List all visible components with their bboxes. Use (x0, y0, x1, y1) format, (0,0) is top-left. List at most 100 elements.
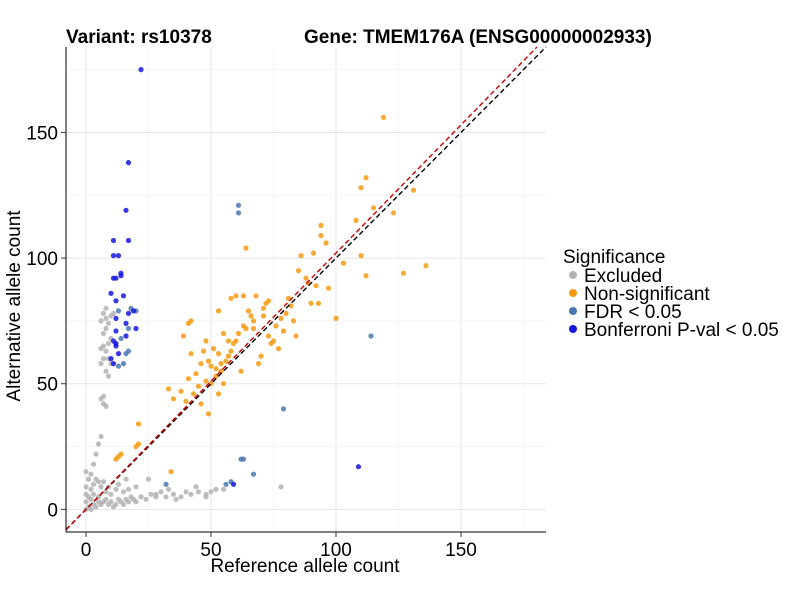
point-excluded (173, 497, 178, 502)
point-excluded (98, 484, 103, 489)
point-excluded (146, 477, 151, 482)
point-non-significant (268, 341, 273, 346)
point-non-significant (308, 301, 313, 306)
point-excluded (133, 499, 138, 504)
point-excluded (103, 306, 108, 311)
point-fdr-0-05 (116, 308, 121, 313)
y-axis-title: Alternative allele count (4, 210, 25, 402)
point-excluded (103, 349, 108, 354)
point-excluded (126, 499, 131, 504)
point-excluded (103, 326, 108, 331)
point-bonferroni-p-val-0-05 (131, 308, 136, 313)
point-excluded (121, 489, 126, 494)
point-non-significant (183, 399, 188, 404)
point-non-significant (171, 396, 176, 401)
point-non-significant (211, 346, 216, 351)
scatter-plot: Variant: rs10378 Gene: TMEM176A (ENSG000… (0, 0, 800, 600)
point-bonferroni-p-val-0-05 (113, 328, 118, 333)
point-non-significant (216, 391, 221, 396)
point-bonferroni-p-val-0-05 (108, 356, 113, 361)
point-bonferroni-p-val-0-05 (111, 253, 116, 258)
point-non-significant (168, 469, 173, 474)
point-excluded (98, 318, 103, 323)
point-bonferroni-p-val-0-05 (111, 361, 116, 366)
point-non-significant (316, 301, 321, 306)
point-excluded (106, 341, 111, 346)
point-non-significant (206, 411, 211, 416)
point-excluded (178, 494, 183, 499)
point-fdr-0-05 (236, 210, 241, 215)
point-excluded (91, 462, 96, 467)
point-fdr-0-05 (126, 326, 131, 331)
point-excluded (103, 369, 108, 374)
point-fdr-0-05 (368, 333, 373, 338)
point-excluded (98, 434, 103, 439)
point-excluded (113, 487, 118, 492)
point-non-significant (313, 283, 318, 288)
identity-line (66, 47, 546, 529)
point-excluded (208, 489, 213, 494)
point-non-significant (391, 210, 396, 215)
point-excluded (126, 487, 131, 492)
point-non-significant (233, 293, 238, 298)
point-non-significant (206, 359, 211, 364)
point-excluded (106, 321, 111, 326)
point-non-significant (221, 331, 226, 336)
point-non-significant (293, 333, 298, 338)
point-bonferroni-p-val-0-05 (116, 253, 121, 258)
point-non-significant (358, 185, 363, 190)
point-non-significant (423, 263, 428, 268)
point-excluded (123, 477, 128, 482)
point-non-significant (181, 333, 186, 338)
point-non-significant (276, 346, 281, 351)
chart-title-gene: Gene: TMEM176A (ENSG00000002933) (304, 27, 652, 48)
point-bonferroni-p-val-0-05 (121, 293, 126, 298)
point-non-significant (273, 323, 278, 328)
point-non-significant (296, 268, 301, 273)
point-excluded (121, 502, 126, 507)
point-excluded (111, 311, 116, 316)
point-non-significant (311, 251, 316, 256)
legend-key (569, 307, 577, 315)
point-bonferroni-p-val-0-05 (123, 208, 128, 213)
point-bonferroni-p-val-0-05 (356, 464, 361, 469)
point-non-significant (326, 286, 331, 291)
point-fdr-0-05 (121, 361, 126, 366)
point-excluded (83, 484, 88, 489)
point-non-significant (341, 261, 346, 266)
point-non-significant (246, 308, 251, 313)
point-excluded (83, 492, 88, 497)
point-non-significant (381, 115, 386, 120)
y-tick-label: 0 (47, 500, 58, 521)
point-excluded (101, 343, 106, 348)
point-excluded (96, 441, 101, 446)
point-excluded (101, 331, 106, 336)
point-non-significant (198, 401, 203, 406)
point-excluded (101, 311, 106, 316)
point-non-significant (358, 253, 363, 258)
point-non-significant (318, 223, 323, 228)
point-excluded (101, 479, 106, 484)
point-excluded (108, 499, 113, 504)
point-excluded (133, 484, 138, 489)
point-excluded (106, 374, 111, 379)
point-bonferroni-p-val-0-05 (108, 291, 113, 296)
point-non-significant (226, 338, 231, 343)
point-non-significant (258, 354, 263, 359)
point-excluded (93, 452, 98, 457)
point-bonferroni-p-val-0-05 (138, 67, 143, 72)
point-non-significant (238, 369, 243, 374)
point-non-significant (243, 326, 248, 331)
point-non-significant (166, 386, 171, 391)
point-non-significant (251, 326, 256, 331)
point-non-significant (178, 389, 183, 394)
y-tick-label: 100 (26, 249, 58, 270)
point-bonferroni-p-val-0-05 (118, 271, 123, 276)
legend-key (569, 271, 577, 279)
point-excluded (83, 499, 88, 504)
point-non-significant (253, 293, 258, 298)
point-fdr-0-05 (123, 351, 128, 356)
point-non-significant (201, 349, 206, 354)
point-non-significant (188, 351, 193, 356)
point-non-significant (248, 313, 253, 318)
